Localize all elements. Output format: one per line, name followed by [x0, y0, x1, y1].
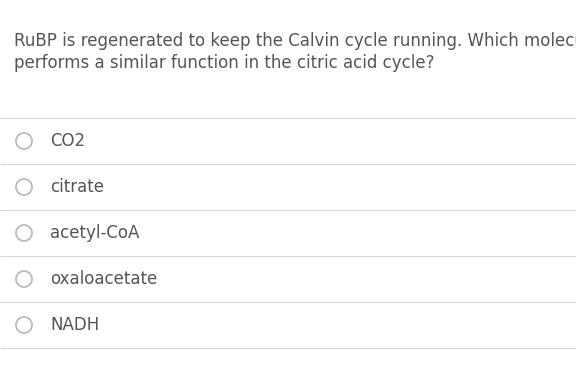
Text: acetyl-CoA: acetyl-CoA	[50, 224, 139, 242]
Text: NADH: NADH	[50, 316, 99, 334]
Text: performs a similar function in the citric acid cycle?: performs a similar function in the citri…	[14, 54, 434, 72]
Text: RuBP is regenerated to keep the Calvin cycle running. Which molecule: RuBP is regenerated to keep the Calvin c…	[14, 32, 576, 50]
Text: CO2: CO2	[50, 132, 85, 150]
Text: citrate: citrate	[50, 178, 104, 196]
Text: oxaloacetate: oxaloacetate	[50, 270, 157, 288]
